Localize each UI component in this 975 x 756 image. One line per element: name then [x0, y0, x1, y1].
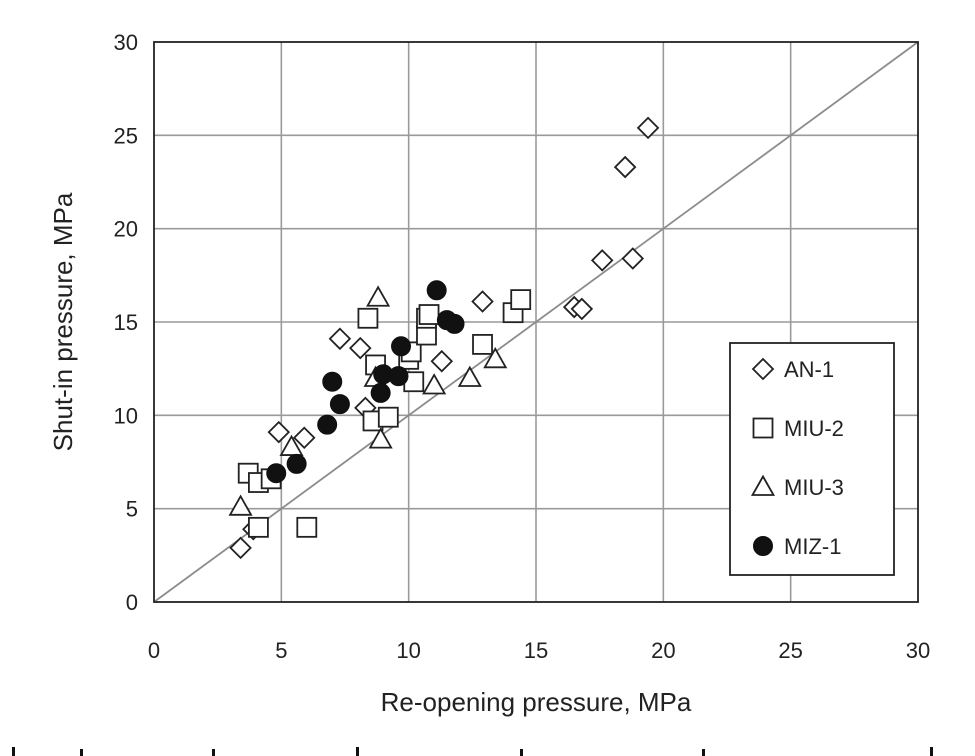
legend-label-an-1: AN-1	[784, 357, 834, 382]
point-an-1-3	[292, 426, 316, 450]
cropped-caption-fragment	[12, 747, 933, 756]
point-miu-3-7	[483, 347, 508, 369]
point-an-1-8	[471, 290, 494, 313]
legend-marker-an-1	[751, 357, 775, 381]
point-miz-1-11	[444, 313, 465, 334]
point-an-1-4	[328, 327, 352, 351]
x-tick-label-5: 5	[275, 638, 287, 663]
point-miu-2-5	[357, 307, 379, 329]
point-miu-3-6	[457, 365, 482, 387]
y-tick-label-30: 30	[114, 30, 138, 55]
point-miu-2-8	[377, 406, 399, 428]
point-miz-1-3	[322, 371, 343, 392]
point-miz-1-4	[329, 394, 350, 415]
point-an-1-13	[613, 155, 637, 179]
legend-item-miu-3: MIU-3	[750, 474, 844, 500]
point-an-1-10	[570, 297, 594, 321]
legend-item-miu-2: MIU-2	[752, 416, 844, 441]
point-an-1-11	[590, 249, 614, 272]
point-miu-3-0	[228, 494, 253, 516]
legend-label-miz-1: MIZ-1	[784, 534, 841, 559]
point-miz-1-2	[317, 414, 338, 435]
legend-box	[729, 342, 895, 576]
point-miu-2-3	[248, 516, 269, 538]
series-miz-1	[266, 280, 465, 484]
x-tick-label-20: 20	[651, 638, 675, 663]
x-tick-label-10: 10	[396, 638, 420, 663]
point-miu-3-4	[368, 427, 393, 449]
legend-marker-miu-3	[750, 474, 776, 496]
y-tick-label-10: 10	[114, 403, 138, 428]
legend-label-miu-2: MIU-2	[784, 416, 844, 441]
point-an-1-12	[621, 247, 645, 270]
point-miz-1-7	[388, 366, 409, 387]
point-miz-1-8	[391, 336, 412, 357]
legend-item-miz-1: MIZ-1	[753, 534, 841, 559]
y-axis-title: Shut-in pressure, MPa	[48, 192, 78, 451]
y-tick-label-25: 25	[114, 123, 138, 148]
point-miz-1-0	[266, 463, 287, 484]
point-an-1-0	[229, 536, 252, 560]
tick-labels: 0 5 10 15 20 25 30 0 5 10 15 20 25 30	[114, 30, 931, 663]
y-tick-label-20: 20	[114, 217, 138, 242]
x-tick-label-30: 30	[906, 638, 930, 663]
point-an-1-2	[267, 420, 291, 444]
point-miz-1-9	[426, 280, 447, 301]
point-miu-3-1	[279, 434, 304, 456]
series-miu-3	[228, 285, 508, 516]
point-miu-2-15	[472, 333, 493, 355]
legend-marker-miz-1	[753, 536, 773, 556]
x-tick-label-0: 0	[148, 638, 160, 663]
y-tick-label-5: 5	[126, 497, 138, 522]
data-points	[228, 116, 660, 560]
legend-marker-miu-2	[752, 417, 774, 439]
point-miu-2-17	[510, 289, 532, 311]
point-miu-2-14	[418, 304, 440, 325]
y-tick-label-15: 15	[114, 310, 138, 335]
x-axis-title: Re-opening pressure, MPa	[381, 687, 692, 717]
legend: AN-1 MIU-2 MIU-3 MIZ-1	[729, 342, 895, 576]
legend-label-miu-3: MIU-3	[784, 475, 844, 500]
point-miu-3-5	[422, 373, 447, 395]
point-an-1-7	[430, 349, 454, 373]
point-miu-3-3	[366, 285, 391, 307]
y-tick-label-0: 0	[126, 590, 138, 615]
point-miu-2-4	[296, 516, 318, 538]
reference-line-1-to-1	[153, 41, 919, 603]
plot-area-frame	[153, 41, 919, 603]
point-an-1-14	[636, 116, 660, 140]
point-an-1-5	[349, 336, 372, 360]
legend-item-an-1: AN-1	[751, 357, 834, 382]
point-miz-1-1	[286, 453, 307, 474]
x-tick-label-25: 25	[778, 638, 802, 663]
x-tick-label-15: 15	[524, 638, 548, 663]
point-miz-1-5	[370, 382, 391, 403]
